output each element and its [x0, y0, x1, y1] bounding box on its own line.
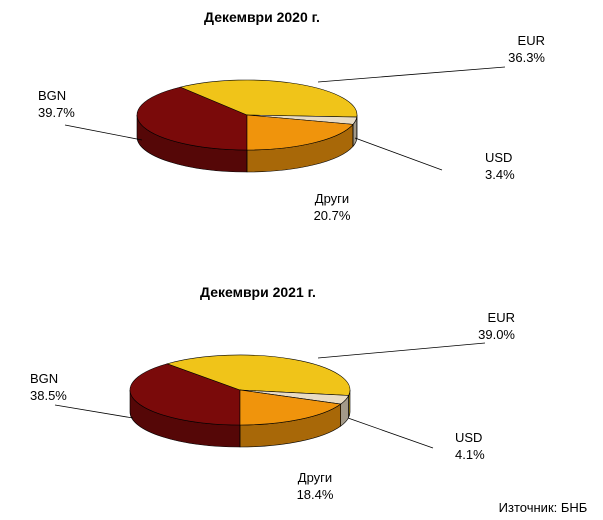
slice-value-label: 18.4%	[297, 487, 334, 502]
slice	[136, 86, 248, 151]
leader-line	[317, 342, 486, 359]
source-note: Източник: БНБ	[499, 500, 588, 515]
leader-line	[347, 417, 434, 449]
slice-name: Други	[298, 470, 332, 485]
slice-name: Други	[315, 191, 349, 206]
slice	[129, 363, 241, 426]
slice-name: BGN	[38, 88, 66, 103]
slice	[166, 354, 351, 396]
slice-value-label: 39.7%	[38, 105, 75, 120]
leader-line	[64, 124, 143, 141]
slice-value-label: 36.3%	[508, 50, 545, 65]
leader-line	[317, 66, 506, 83]
slice	[246, 114, 354, 151]
slice	[179, 79, 358, 118]
slice-value-label: 38.5%	[30, 388, 67, 403]
slice-value-label: 39.0%	[478, 327, 515, 342]
slice-value-label: 4.1%	[455, 447, 485, 462]
leader-line	[354, 137, 443, 171]
slice-name: EUR	[518, 33, 545, 48]
leader-line	[54, 404, 134, 419]
slice-value-label: 20.7%	[314, 208, 351, 223]
slice-value-label: 3.4%	[485, 167, 515, 182]
slice-name: EUR	[488, 310, 515, 325]
slice-name: USD	[455, 430, 482, 445]
slice-name: BGN	[30, 371, 58, 386]
slice	[239, 389, 342, 426]
slice-name: USD	[485, 150, 512, 165]
chart-title: Декември 2020 г.	[204, 9, 320, 25]
chart-title: Декември 2021 г.	[200, 284, 316, 300]
